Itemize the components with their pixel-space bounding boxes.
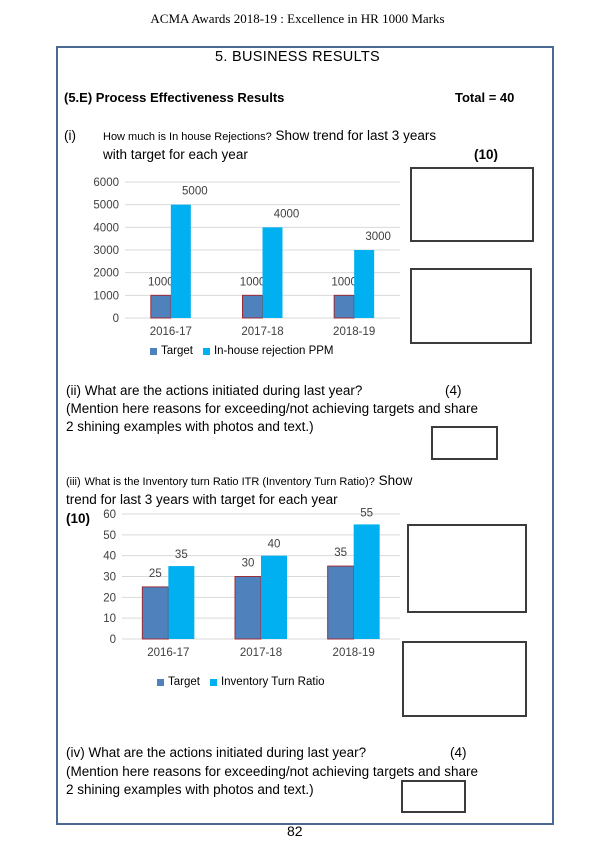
q3-text: (iii) What is the Inventory turn Ratio I…	[66, 472, 536, 491]
y-tick-label: 3000	[93, 245, 119, 257]
q4-line1: (iv) What are the actions initiated duri…	[66, 745, 367, 760]
answer-box[interactable]	[410, 167, 534, 242]
data-label: 1000	[240, 276, 266, 288]
x-tick-label: 2017-18	[241, 326, 283, 338]
q2-marks: (4)	[445, 383, 462, 398]
total-marks: Total = 40	[455, 90, 515, 105]
q4-marks: (4)	[450, 745, 467, 760]
target-bar	[150, 294, 172, 319]
y-tick-label: 4000	[93, 222, 119, 234]
y-tick-label: 30	[103, 572, 116, 584]
chart2-legend: Target Inventory Turn Ratio	[157, 676, 325, 688]
y-tick-label: 10	[103, 613, 116, 625]
q1-marks: (10)	[474, 147, 499, 162]
data-label: 35	[175, 549, 188, 561]
actual-bar	[353, 524, 380, 639]
x-tick-label: 2018-19	[333, 647, 375, 659]
q3-instruction: Show	[374, 473, 413, 488]
actual-bar	[168, 566, 195, 639]
answer-box[interactable]	[431, 426, 498, 460]
q4-line3: 2 shining examples with photos and text.…	[66, 782, 314, 797]
actual-bar	[262, 227, 283, 318]
y-tick-label: 40	[103, 551, 116, 563]
subsection-title: (5.E) Process Effectiveness Results	[64, 90, 285, 105]
data-label: 55	[360, 507, 373, 519]
legend-target-swatch	[157, 678, 164, 686]
target-bar	[141, 586, 169, 640]
y-tick-label: 1000	[93, 290, 119, 302]
y-tick-label: 0	[110, 634, 116, 646]
q1-instruction: Show trend for last 3 years	[271, 128, 437, 143]
y-tick-label: 0	[113, 313, 119, 325]
target-bar	[333, 294, 355, 319]
data-label: 1000	[331, 276, 357, 288]
q1-question: How much is In house Rejections?	[103, 131, 272, 143]
content-frame	[56, 46, 554, 825]
data-label: 4000	[274, 208, 300, 220]
legend-target-label: Target	[168, 676, 200, 688]
legend-actual-swatch	[209, 678, 217, 686]
legend-actual-swatch	[202, 347, 210, 355]
q3-line2: trend for last 3 years with target for e…	[66, 492, 338, 507]
data-label: 3000	[365, 231, 391, 243]
data-label: 35	[334, 547, 347, 559]
answer-box[interactable]	[401, 780, 466, 813]
x-tick-label: 2017-18	[240, 647, 282, 659]
q3-marks: (10)	[66, 511, 91, 526]
q1-line2: with target for each year	[103, 147, 248, 162]
legend-target-label: Target	[161, 345, 193, 357]
y-tick-label: 50	[103, 530, 116, 542]
answer-box[interactable]	[407, 524, 527, 613]
actual-bar	[170, 204, 191, 318]
x-tick-label: 2016-17	[150, 326, 192, 338]
answer-box[interactable]	[410, 268, 532, 344]
q2-line2: (Mention here reasons for exceeding/not …	[66, 401, 479, 416]
rejection-chart: 0 1000 2000 3000 4000 5000 6000 1000 5000 2016-17…	[93, 177, 400, 338]
chart1-legend: Target In-house rejection PPM	[150, 345, 334, 357]
q1-text: How much is In house Rejections? Show tr…	[103, 127, 523, 146]
q4-line2: (Mention here reasons for exceeding/not …	[66, 764, 479, 779]
y-tick-label: 60	[103, 509, 116, 521]
y-tick-label: 20	[103, 592, 116, 604]
q2-line3: 2 shining examples with photos and text.…	[66, 419, 314, 434]
answer-box[interactable]	[402, 641, 527, 717]
y-tick-label: 6000	[93, 177, 119, 189]
y-tick-label: 5000	[93, 200, 119, 212]
target-bar	[242, 294, 263, 319]
section-title: 5. BUSINESS RESULTS	[215, 49, 380, 65]
target-bar	[327, 565, 355, 640]
q1-number: (i)	[64, 128, 76, 143]
page-number: 82	[287, 823, 303, 839]
y-tick-label: 2000	[93, 268, 119, 280]
q3-number: (iii)	[66, 476, 81, 488]
q2-line1: (ii) What are the actions initiated duri…	[66, 383, 363, 398]
data-label: 30	[242, 558, 255, 570]
target-bar	[234, 576, 262, 640]
page-header: ACMA Awards 2018-19 : Excellence in HR 1…	[150, 11, 445, 26]
actual-bar	[354, 250, 375, 318]
data-label: 5000	[182, 186, 208, 198]
x-tick-label: 2018-19	[333, 326, 375, 338]
actual-bar	[261, 555, 287, 639]
legend-actual-label: Inventory Turn Ratio	[220, 676, 325, 688]
q3-question: What is the Inventory turn Ratio ITR (In…	[84, 476, 375, 488]
itr-chart: 0 10 20 30 40 50 60 25 35 2016-17 30 40 2017-18 35 55 2…	[103, 507, 400, 659]
legend-target-swatch	[150, 347, 157, 355]
x-tick-label: 2016-17	[147, 647, 189, 659]
legend-actual-label: In-house rejection PPM	[213, 345, 334, 357]
data-label: 1000	[148, 276, 174, 288]
data-label: 40	[268, 539, 281, 551]
data-label: 25	[149, 568, 162, 580]
